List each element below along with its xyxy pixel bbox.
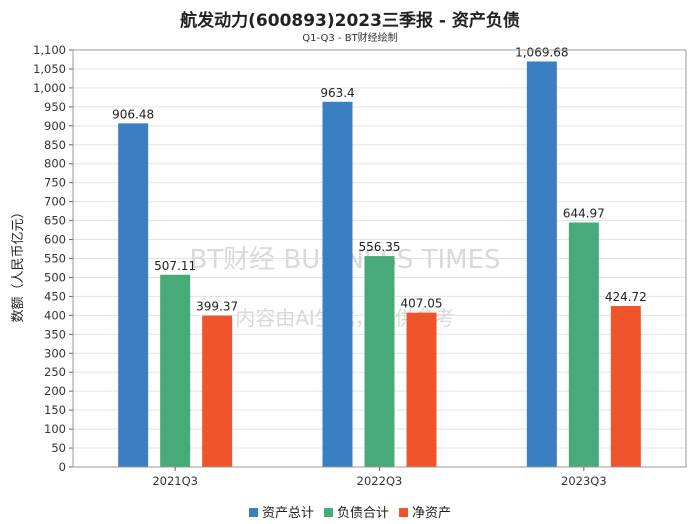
bar <box>406 312 437 467</box>
bar-value-label: 906.48 <box>112 107 154 121</box>
bar-value-label: 407.05 <box>401 297 443 311</box>
y-tick-label: 950 <box>44 100 66 114</box>
bar <box>610 305 641 467</box>
y-axis-label: 数额（人民币亿元） <box>11 205 26 322</box>
y-tick-label: 350 <box>44 327 66 341</box>
y-tick-label: 850 <box>44 138 66 152</box>
y-tick-label: 50 <box>51 441 66 455</box>
y-tick-label: 300 <box>44 346 66 360</box>
legend-swatch <box>323 508 333 517</box>
y-tick-label: 750 <box>44 176 66 190</box>
x-tick-label: 2021Q3 <box>152 474 198 488</box>
legend-item: 净资产 <box>399 502 451 521</box>
y-tick-label: 100 <box>44 422 66 436</box>
chart-title: 航发动力(600893)2023三季报 - 资产负债 <box>180 11 520 31</box>
legend-item: 负债合计 <box>323 502 389 521</box>
y-tick-label: 0 <box>59 460 66 474</box>
bar-value-label: 1,069.68 <box>515 45 568 59</box>
y-tick-label: 1,050 <box>33 62 66 76</box>
bar-value-label: 507.11 <box>154 259 196 273</box>
bar <box>322 101 353 468</box>
bar <box>118 123 149 468</box>
y-tick-label: 1,000 <box>33 81 66 95</box>
bar <box>526 61 557 467</box>
y-tick-label: 650 <box>44 214 66 228</box>
bar <box>568 222 599 467</box>
legend-label: 净资产 <box>412 506 452 521</box>
bars: 906.48 507.11 399.37 963.4 556.35 407.05 1,069… <box>112 45 647 468</box>
y-tick-label: 400 <box>44 308 66 322</box>
x-tick-label: 2023Q3 <box>561 474 607 488</box>
bar-value-label: 399.37 <box>196 300 238 314</box>
chart-subtitle: Q1-Q3 - BT财经绘制 <box>302 33 398 44</box>
bar-value-label: 424.72 <box>605 290 647 304</box>
bar-chart: BT财经 BUSINESS TIMES 内容由AI生成，仅供参考 906.485… <box>11 43 687 488</box>
y-tick-label: 200 <box>44 384 66 398</box>
y-tick-label: 700 <box>44 195 66 209</box>
y-tick-label: 550 <box>44 252 66 266</box>
bar <box>364 256 395 467</box>
y-tick-label: 150 <box>44 403 66 417</box>
bar-value-label: 644.97 <box>563 206 605 220</box>
x-tick-label: 2022Q3 <box>357 474 403 488</box>
axes: 0 50 100 150 200 250 300 350 400 450 500 550 600 650 7… <box>33 43 687 488</box>
y-tick-label: 900 <box>44 119 66 133</box>
y-tick-label: 450 <box>44 289 66 303</box>
y-tick-label: 600 <box>44 233 66 247</box>
legend-label: 资产总计 <box>261 506 314 521</box>
legend-label: 负债合计 <box>336 506 389 521</box>
bar-value-label: 963.4 <box>320 86 354 100</box>
legend-swatch <box>399 508 408 517</box>
legend: 资产总计 负债合计 净资产 <box>0 502 700 521</box>
y-tick-label: 500 <box>44 270 66 284</box>
y-tick-label: 800 <box>44 157 66 171</box>
bar <box>202 315 233 467</box>
bar-value-label: 556.35 <box>359 240 401 254</box>
bar <box>160 274 191 467</box>
legend-item: 资产总计 <box>248 502 314 521</box>
y-tick-label: 250 <box>44 365 66 379</box>
y-tick-label: 1,100 <box>33 43 66 57</box>
legend-swatch <box>248 508 258 517</box>
